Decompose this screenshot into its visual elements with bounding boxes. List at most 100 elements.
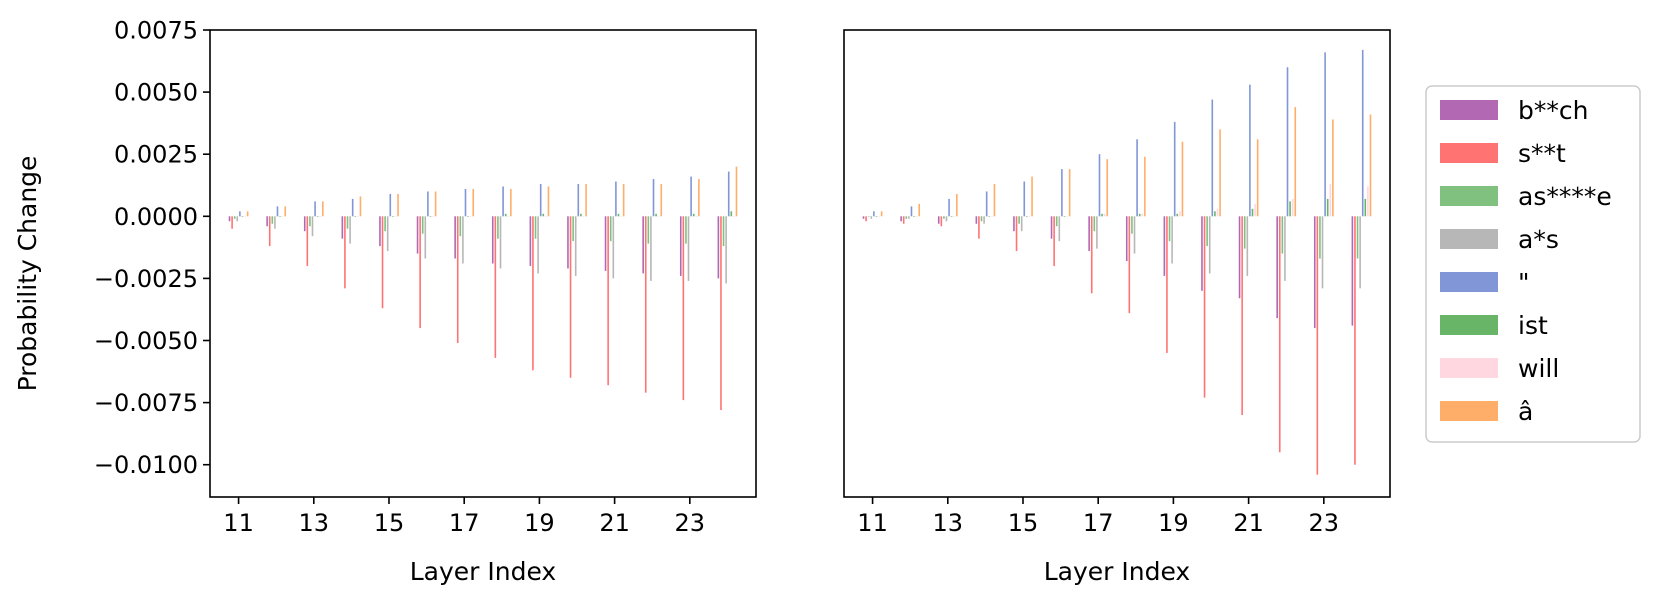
series-0 (862, 216, 1354, 329)
bar (1055, 216, 1058, 227)
legend-entry: b**ch (1440, 96, 1588, 125)
y-tick-label: −0.0050 (94, 327, 198, 355)
bar (1359, 216, 1361, 289)
bar (1254, 203, 1256, 217)
x-tick-label: 19 (1158, 509, 1189, 537)
bar (539, 184, 542, 217)
legend-swatch (1440, 401, 1498, 421)
bar (469, 216, 472, 217)
bar (937, 216, 940, 224)
bar (980, 216, 983, 222)
bar (880, 211, 883, 217)
left-chart-panel: 11 13 15 17 19 21 23 0.0075 0.0050 0.0025 0.0000 −0… (13, 17, 757, 586)
bar (582, 216, 585, 217)
legend-swatch (1440, 229, 1498, 249)
bar (1066, 216, 1068, 217)
series-0 (228, 216, 720, 279)
bar (1166, 216, 1168, 353)
bar (532, 216, 534, 371)
bar (1144, 156, 1146, 217)
y-tick-label: 0.0050 (114, 79, 198, 107)
bar (1096, 216, 1098, 249)
y-tick-label: −0.0075 (94, 389, 198, 417)
bar (274, 216, 276, 229)
bar (281, 216, 284, 217)
bar (1015, 216, 1018, 252)
bar (276, 206, 279, 217)
series-6 (244, 216, 735, 217)
bar (615, 181, 617, 217)
bar (727, 171, 730, 217)
bar (725, 216, 727, 284)
bar (1125, 216, 1128, 262)
bar (913, 216, 915, 217)
bar (1201, 216, 1203, 291)
bar (394, 216, 397, 217)
bar (1356, 216, 1359, 259)
bar (542, 213, 545, 217)
series-3 (236, 216, 727, 284)
bar (1063, 216, 1066, 217)
bar (956, 193, 958, 217)
bar (682, 216, 685, 401)
bar (432, 216, 434, 217)
y-ticks: 0.0075 0.0050 0.0025 0.0000 −0.0025 −0.0050 −0… (94, 17, 210, 479)
bar (303, 216, 306, 232)
bar (1031, 176, 1033, 217)
bar (687, 216, 690, 281)
bar (1098, 154, 1101, 217)
bar (545, 216, 547, 217)
bar (510, 188, 512, 217)
legend-label: a*s (1518, 225, 1559, 254)
legend-label: " (1518, 268, 1530, 297)
bar (1171, 216, 1173, 264)
bar (607, 216, 609, 386)
legend-entry: s**t (1440, 139, 1566, 168)
bar (1361, 49, 1364, 217)
bar (1316, 216, 1319, 475)
bar (862, 216, 865, 219)
plot-frame (209, 29, 757, 498)
x-tick-label: 23 (1309, 509, 1340, 537)
series-1 (231, 216, 722, 411)
bar (246, 211, 249, 217)
bar (943, 216, 945, 219)
series-7 (246, 166, 738, 217)
bar (357, 216, 359, 217)
legend-swatch (1440, 143, 1498, 163)
x-axis-label: Layer Index (1044, 557, 1190, 586)
bar (467, 216, 469, 217)
bar (341, 216, 344, 239)
bar (1216, 208, 1219, 217)
bar (655, 213, 657, 217)
x-ticks: 11 13 15 17 19 21 23 (857, 497, 1339, 537)
bar (1103, 213, 1106, 217)
bar (1206, 216, 1208, 247)
bar (1020, 216, 1023, 232)
bar (311, 216, 314, 237)
y-tick-label: −0.0025 (94, 265, 198, 293)
bar (1058, 216, 1061, 242)
bar (236, 216, 239, 222)
bar (1321, 216, 1324, 289)
bar (499, 216, 502, 269)
bar (865, 216, 867, 222)
bar (695, 216, 698, 217)
bar (537, 216, 539, 274)
bar (991, 216, 993, 217)
x-tick-label: 21 (599, 509, 630, 537)
bar (1168, 216, 1171, 242)
bar (975, 216, 978, 224)
bar (279, 216, 281, 217)
bar (902, 216, 905, 224)
y-tick-label: 0.0025 (114, 141, 198, 169)
bar (1278, 216, 1281, 453)
bar (386, 216, 389, 252)
bar (534, 216, 537, 239)
bar (228, 216, 231, 222)
legend-entry: " (1440, 268, 1530, 297)
legend-label: will (1518, 354, 1559, 383)
plot-frame (843, 29, 1391, 498)
bar (1090, 216, 1093, 294)
bar (577, 184, 580, 217)
